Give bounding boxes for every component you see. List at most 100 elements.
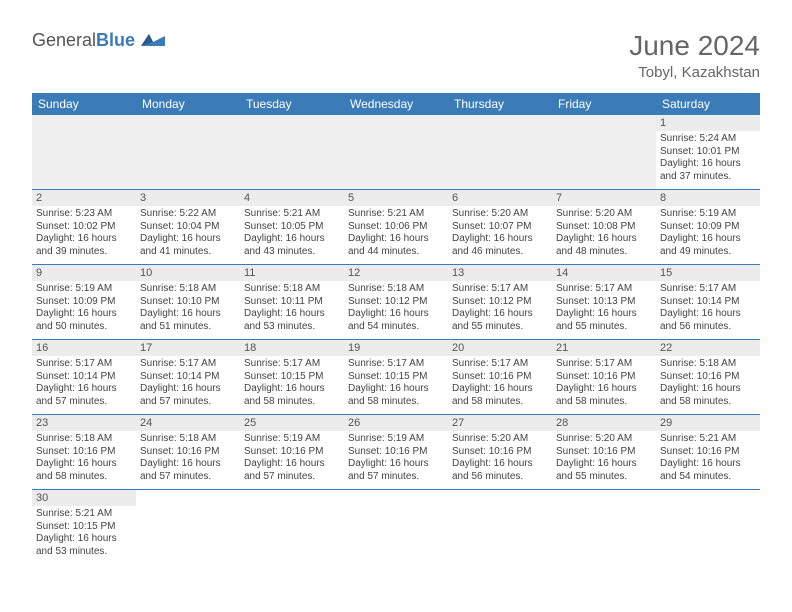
day-info: Sunrise: 5:24 AMSunset: 10:01 PMDaylight… <box>660 133 756 183</box>
sunset-text: Sunset: 10:04 PM <box>140 221 236 234</box>
daylight-text: and 58 minutes. <box>36 471 132 484</box>
calendar-cell: 28 Sunrise: 5:20 AMSunset: 10:16 PMDaylig… <box>552 415 656 490</box>
sunset-text: Sunset: 10:14 PM <box>660 296 756 309</box>
calendar-cell: 24Sunrise: 5:18 AMSunset: 10:16 PMDaylig… <box>136 415 240 490</box>
day-number: 15 <box>656 265 760 281</box>
calendar-table: Sunday Monday Tuesday Wednesday Thursday… <box>32 93 760 564</box>
day-info: Sunrise: 5:19 AMSunset: 10:09 PMDaylight… <box>36 283 132 333</box>
calendar-body: 1 Sunrise: 5:24 AMSunset: 10:01 PMDayligh… <box>32 115 760 564</box>
title-block: June 2024 Tobyl, Kazakhstan <box>629 30 760 81</box>
day-number: 28 <box>552 415 656 431</box>
day-info: Sunrise: 5:18 AMSunset: 10:12 PMDaylight… <box>348 283 444 333</box>
calendar-cell: 15Sunrise: 5:17 AMSunset: 10:14 PMDaylig… <box>656 265 760 340</box>
daylight-text: Daylight: 16 hours <box>556 233 652 246</box>
calendar-cell: 20Sunrise: 5:17 AMSunset: 10:16 PMDaylig… <box>448 340 552 415</box>
day-info: Sunrise: 5:17 AMSunset: 10:16 PMDaylight… <box>556 358 652 408</box>
sunrise-text: Sunrise: 5:19 AM <box>660 208 756 221</box>
day-number: 8 <box>656 190 760 206</box>
sunrise-text: Sunrise: 5:17 AM <box>556 283 652 296</box>
day-number: 30 <box>32 490 136 506</box>
day-info: Sunrise: 5:17 AMSunset: 10:15 PMDaylight… <box>244 358 340 408</box>
calendar-cell <box>32 115 136 190</box>
daylight-text: and 53 minutes. <box>36 546 132 559</box>
day-info: Sunrise: 5:18 AMSunset: 10:16 PMDaylight… <box>36 433 132 483</box>
calendar-cell: 5Sunrise: 5:21 AMSunset: 10:06 PMDayligh… <box>344 190 448 265</box>
calendar-cell <box>552 115 656 190</box>
sunset-text: Sunset: 10:11 PM <box>244 296 340 309</box>
daylight-text: and 55 minutes. <box>452 321 548 334</box>
day-info: Sunrise: 5:18 AMSunset: 10:11 PMDaylight… <box>244 283 340 333</box>
daylight-text: Daylight: 16 hours <box>244 383 340 396</box>
calendar-cell: 29Sunrise: 5:21 AMSunset: 10:16 PMDaylig… <box>656 415 760 490</box>
daylight-text: Daylight: 16 hours <box>348 458 444 471</box>
daylight-text: and 57 minutes. <box>140 471 236 484</box>
daylight-text: Daylight: 16 hours <box>660 458 756 471</box>
calendar-cell: 18Sunrise: 5:17 AMSunset: 10:15 PMDaylig… <box>240 340 344 415</box>
day-number: 12 <box>344 265 448 281</box>
daylight-text: and 56 minutes. <box>452 471 548 484</box>
day-number: 17 <box>136 340 240 356</box>
calendar-cell: 26Sunrise: 5:19 AMSunset: 10:16 PMDaylig… <box>344 415 448 490</box>
daylight-text: Daylight: 16 hours <box>348 383 444 396</box>
logo-text: GeneralBlue <box>32 30 135 51</box>
sunset-text: Sunset: 10:16 PM <box>36 446 132 459</box>
sunset-text: Sunset: 10:12 PM <box>348 296 444 309</box>
daylight-text: and 58 minutes. <box>452 396 548 409</box>
calendar-cell: 30Sunrise: 5:21 AMSunset: 10:15 PMDaylig… <box>32 490 136 565</box>
daylight-text: and 44 minutes. <box>348 246 444 259</box>
sunrise-text: Sunrise: 5:21 AM <box>36 508 132 521</box>
day-number: 11 <box>240 265 344 281</box>
day-info: Sunrise: 5:19 AMSunset: 10:16 PMDaylight… <box>348 433 444 483</box>
daylight-text: and 39 minutes. <box>36 246 132 259</box>
sunset-text: Sunset: 10:16 PM <box>244 446 340 459</box>
daylight-text: and 58 minutes. <box>660 396 756 409</box>
calendar-cell: 8 Sunrise: 5:19 AMSunset: 10:09 PMDayligh… <box>656 190 760 265</box>
weekday-header: Saturday <box>656 93 760 115</box>
daylight-text: and 37 minutes. <box>660 171 756 184</box>
day-info: Sunrise: 5:19 AMSunset: 10:09 PMDaylight… <box>660 208 756 258</box>
calendar-cell <box>136 115 240 190</box>
daylight-text: and 58 minutes. <box>244 396 340 409</box>
sunset-text: Sunset: 10:08 PM <box>556 221 652 234</box>
sunrise-text: Sunrise: 5:17 AM <box>140 358 236 371</box>
day-info: Sunrise: 5:20 AMSunset: 10:16 PMDaylight… <box>556 433 652 483</box>
calendar-cell <box>240 115 344 190</box>
daylight-text: and 43 minutes. <box>244 246 340 259</box>
day-number: 27 <box>448 415 552 431</box>
calendar-cell <box>656 490 760 565</box>
day-info: Sunrise: 5:17 AMSunset: 10:14 PMDaylight… <box>140 358 236 408</box>
logo-text-2: Blue <box>96 30 135 50</box>
calendar-cell: 13Sunrise: 5:17 AMSunset: 10:12 PMDaylig… <box>448 265 552 340</box>
day-number: 23 <box>32 415 136 431</box>
sunset-text: Sunset: 10:16 PM <box>452 371 548 384</box>
sunrise-text: Sunrise: 5:21 AM <box>244 208 340 221</box>
daylight-text: Daylight: 16 hours <box>36 383 132 396</box>
sunrise-text: Sunrise: 5:20 AM <box>556 433 652 446</box>
calendar-cell: 14Sunrise: 5:17 AMSunset: 10:13 PMDaylig… <box>552 265 656 340</box>
calendar-cell: 6Sunrise: 5:20 AMSunset: 10:07 PMDayligh… <box>448 190 552 265</box>
sunset-text: Sunset: 10:16 PM <box>660 446 756 459</box>
calendar-cell: 2Sunrise: 5:23 AMSunset: 10:02 PMDayligh… <box>32 190 136 265</box>
calendar-week-row: 30Sunrise: 5:21 AMSunset: 10:15 PMDaylig… <box>32 490 760 565</box>
daylight-text: Daylight: 16 hours <box>452 383 548 396</box>
sunset-text: Sunset: 10:16 PM <box>556 446 652 459</box>
day-number: 20 <box>448 340 552 356</box>
daylight-text: Daylight: 16 hours <box>36 308 132 321</box>
calendar-cell <box>448 490 552 565</box>
location: Tobyl, Kazakhstan <box>629 64 760 81</box>
sunset-text: Sunset: 10:05 PM <box>244 221 340 234</box>
day-number: 1 <box>656 115 760 131</box>
sunrise-text: Sunrise: 5:17 AM <box>348 358 444 371</box>
daylight-text: Daylight: 16 hours <box>140 383 236 396</box>
calendar-cell <box>552 490 656 565</box>
calendar-week-row: 16Sunrise: 5:17 AMSunset: 10:14 PMDaylig… <box>32 340 760 415</box>
daylight-text: and 46 minutes. <box>452 246 548 259</box>
sunrise-text: Sunrise: 5:17 AM <box>244 358 340 371</box>
sunset-text: Sunset: 10:15 PM <box>244 371 340 384</box>
day-number: 16 <box>32 340 136 356</box>
sunrise-text: Sunrise: 5:17 AM <box>660 283 756 296</box>
daylight-text: Daylight: 16 hours <box>244 458 340 471</box>
sunset-text: Sunset: 10:16 PM <box>140 446 236 459</box>
header: GeneralBlue June 2024 Tobyl, Kazakhstan <box>32 30 760 81</box>
day-number: 7 <box>552 190 656 206</box>
